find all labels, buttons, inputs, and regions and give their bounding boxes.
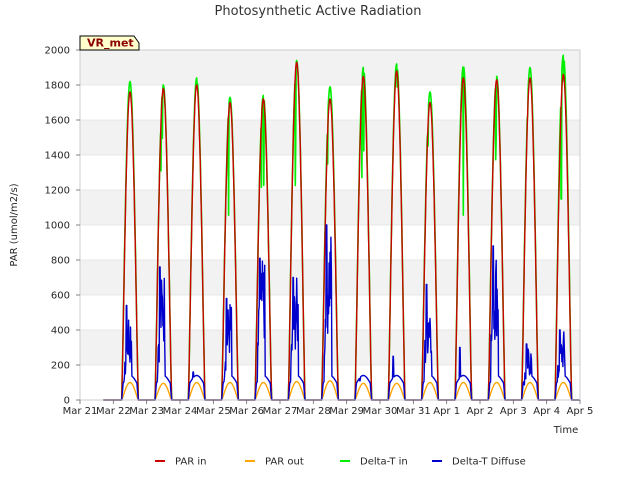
y-tick-label: 200 xyxy=(51,361,70,372)
x-tick-label: Mar 23 xyxy=(129,406,164,417)
plot-band xyxy=(80,120,580,155)
legend-label: PAR out xyxy=(265,457,304,468)
x-tick-label: Mar 31 xyxy=(396,406,431,417)
series-line-par-out xyxy=(103,380,580,401)
y-tick-label: 1000 xyxy=(45,221,70,232)
x-tick-label: Apr 2 xyxy=(467,406,494,417)
x-tick-label: Mar 26 xyxy=(229,406,264,417)
x-tick-label: Apr 5 xyxy=(567,406,594,417)
x-tick-label: Mar 30 xyxy=(363,406,398,417)
x-tick-label: Apr 3 xyxy=(500,406,527,417)
x-tick-label: Mar 27 xyxy=(263,406,298,417)
plot-band xyxy=(80,330,580,365)
y-tick-label: 600 xyxy=(51,291,70,302)
x-axis-title: Time xyxy=(553,425,578,436)
legend: PAR in PAR out Delta-T in Delta-T Diffuse xyxy=(155,457,526,468)
chart-title: Photosynthetic Active Radiation xyxy=(215,4,422,19)
y-tick-label: 1400 xyxy=(45,151,70,162)
x-tick-label: Mar 22 xyxy=(96,406,131,417)
y-tick-label: 1800 xyxy=(45,81,70,92)
y-tick-label: 2000 xyxy=(45,46,70,57)
y-tick-label: 800 xyxy=(51,256,70,267)
y-tick-label: 1600 xyxy=(45,116,70,127)
legend-label: Delta-T in xyxy=(360,457,408,468)
legend-label: Delta-T Diffuse xyxy=(452,457,526,468)
x-tick-label: Apr 1 xyxy=(433,406,460,417)
station-tag: VR_met xyxy=(79,35,140,51)
x-tick-label: Mar 29 xyxy=(329,406,364,417)
x-tick-label: Mar 28 xyxy=(296,406,331,417)
y-tick-label: 0 xyxy=(64,396,70,407)
station-tag-box xyxy=(79,35,140,51)
station-tag-label: VR_met xyxy=(87,37,134,50)
legend-label: PAR in xyxy=(175,457,206,468)
y-tick-label: 1200 xyxy=(45,186,70,197)
plot-band xyxy=(80,50,580,85)
plot-band xyxy=(80,190,580,225)
x-tick-label: Mar 21 xyxy=(63,406,98,417)
x-tick-label: Mar 25 xyxy=(196,406,231,417)
x-tick-label: Apr 4 xyxy=(533,406,560,417)
y-tick-label: 400 xyxy=(51,326,70,337)
y-axis-ticks: 0 200 400 600 800 1000 1200 1400 1600 1800 2000 xyxy=(45,46,80,407)
plot-bands xyxy=(80,50,580,365)
series-line-delta-t-diffuse xyxy=(103,224,580,401)
x-tick-label: Mar 24 xyxy=(163,406,198,417)
y-axis-title: PAR (umol/m2/s) xyxy=(9,183,20,266)
